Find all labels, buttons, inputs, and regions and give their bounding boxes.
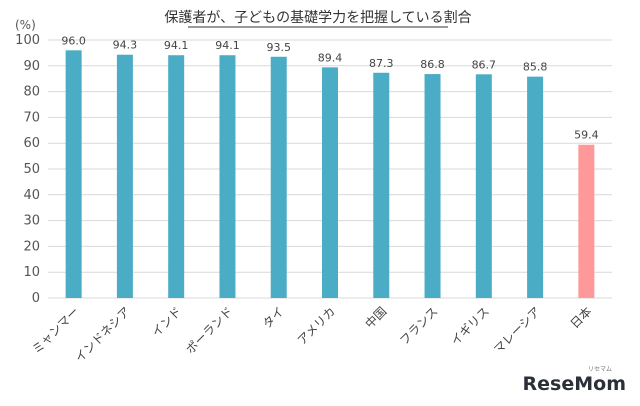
logo-subtext: リセマム (588, 366, 612, 373)
data-label: 96.0 (61, 34, 86, 47)
bar (116, 54, 133, 299)
chart-title: 保護者が、子どもの基礎学力を把握している割合 (164, 9, 471, 26)
data-label: 86.7 (472, 58, 497, 71)
bar (270, 56, 287, 298)
bar (322, 67, 338, 299)
bar (219, 55, 236, 298)
y-tick-label: 0 (32, 291, 40, 306)
x-tick-label: タイ (260, 304, 287, 331)
data-label: 94.3 (113, 39, 138, 52)
y-tick-label: 40 (23, 188, 40, 203)
bars (65, 50, 595, 299)
x-tick-label: インドネシア (72, 304, 133, 365)
x-tick-label: マレーシア (491, 304, 543, 356)
y-tick-label: 10 (23, 265, 40, 280)
x-tick-label: インド (149, 304, 184, 339)
y-tick-label: 20 (23, 239, 40, 254)
data-label: 85.8 (523, 61, 548, 74)
data-label: 93.5 (266, 41, 291, 54)
bar (65, 50, 82, 298)
bar (424, 74, 441, 298)
bar (168, 55, 185, 298)
y-tick-label: 70 (23, 110, 40, 125)
data-label: 94.1 (164, 39, 189, 52)
data-label: 89.4 (318, 51, 343, 64)
bar (475, 74, 492, 299)
bar (527, 76, 544, 298)
resemom-logo: リセマム ReseMom (523, 366, 626, 395)
x-tick-label: 中国 (362, 304, 390, 332)
y-tick-label: 100 (15, 33, 40, 48)
x-tick-label: イギリス (448, 304, 492, 348)
x-tick-label: ポーランド (183, 304, 235, 356)
y-tick-label: 90 (23, 59, 40, 74)
y-tick-label: 60 (23, 136, 40, 151)
y-tick-label: 80 (23, 85, 40, 100)
x-tick-label: アメリカ (295, 304, 338, 347)
bar (373, 72, 390, 299)
y-tick-label: 30 (23, 214, 40, 229)
y-axis-unit: (%) (15, 18, 36, 32)
logo-text: ReseMom (523, 373, 626, 395)
bar (578, 144, 595, 298)
y-axis-ticks: 0 10 20 30 40 50 60 70 80 90 100 (15, 33, 40, 306)
x-tick-label: フランス (397, 304, 441, 348)
x-tick-label: 日本 (568, 304, 595, 331)
y-tick-label: 50 (23, 162, 40, 177)
data-label: 59.4 (574, 129, 599, 142)
data-label: 87.3 (369, 57, 394, 70)
value-labels: 96.0 94.3 94.1 94.1 93.5 89.4 87.3 86.8 86.7 85.8… (61, 34, 598, 141)
data-label: 86.8 (420, 58, 445, 71)
x-tick-label: ミャンマー (29, 304, 81, 356)
data-label: 94.1 (215, 39, 240, 52)
